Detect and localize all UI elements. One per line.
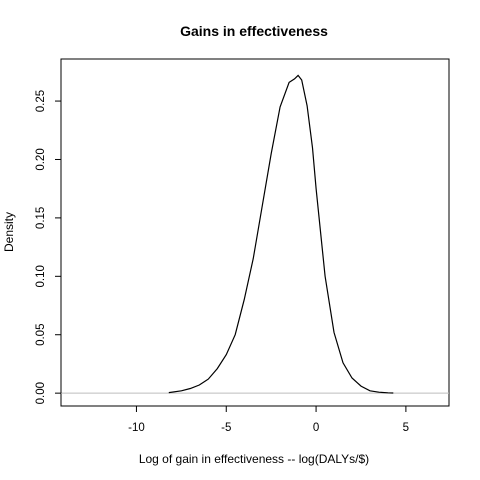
y-tick-label: 0.10 <box>35 265 47 287</box>
density-line <box>169 75 393 393</box>
x-tick-label: -10 <box>128 422 145 434</box>
x-tick-label: 0 <box>313 422 319 434</box>
x-tick-label: 5 <box>403 422 409 434</box>
y-axis-label: Density <box>2 212 16 252</box>
y-tick-label: 0.00 <box>35 382 47 404</box>
y-tick-label: 0.20 <box>35 148 47 170</box>
y-tick-label: 0.05 <box>35 324 47 346</box>
chart-title: Gains in effectiveness <box>180 23 328 39</box>
y-tick-label: 0.15 <box>35 207 47 229</box>
y-axis: 0.00 0.05 0.10 0.15 0.20 0.25 <box>35 90 61 404</box>
x-axis: -10 -5 0 5 <box>128 406 409 434</box>
plot-frame <box>61 59 449 406</box>
y-tick-label: 0.25 <box>35 90 47 112</box>
x-axis-label: Log of gain in effectiveness -- log(DALY… <box>139 452 369 466</box>
x-tick-label: -5 <box>221 422 231 434</box>
